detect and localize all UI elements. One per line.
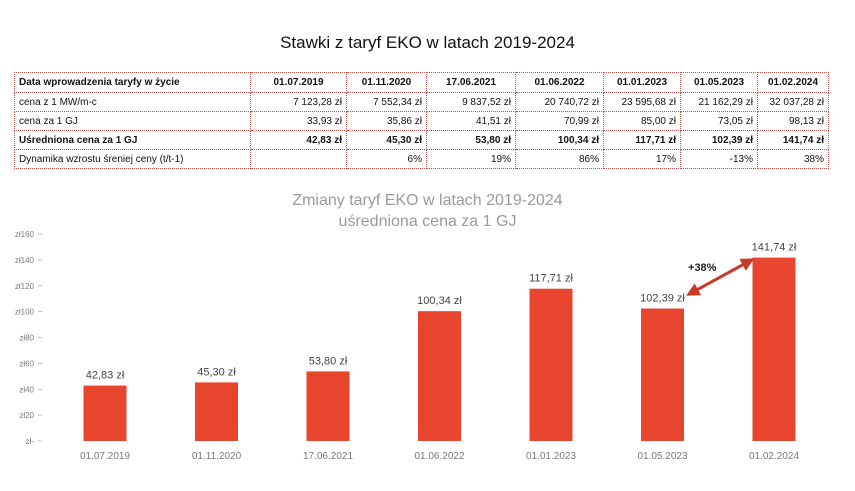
table-row: cena za 1 GJ 33,93 zł 35,86 zł 41,51 zł 70,9… [14, 111, 829, 131]
bar-data-label: 102,39 zł [640, 293, 685, 305]
table-cell: 86% [515, 149, 604, 169]
y-tick-label: zł20 [19, 411, 34, 420]
x-category-label: 01.05.2023 [637, 451, 687, 462]
bar [83, 385, 127, 441]
bar [306, 371, 350, 441]
table-title: Stawki z taryf EKO w latach 2019-2024 [280, 33, 575, 52]
y-tick-label: zł80 [19, 334, 34, 343]
table-row: cena z 1 MW/m-c 7 123,28 zł 7 552,34 zł 9 8… [14, 92, 829, 112]
table-cell: 19% [426, 149, 516, 169]
bar-data-label: 141,74 zł [752, 242, 797, 254]
bar-data-label: 53,80 zł [309, 355, 348, 367]
table-row: Dynamika wzrostu śreniej ceny (t/t-1) 6% 1… [14, 149, 829, 169]
y-tick-label: zł100 [15, 308, 35, 317]
bar [641, 308, 684, 441]
bar-data-label: 45,30 zł [197, 366, 236, 378]
chart-title-block: Zmiany taryf EKO w latach 2019-2024 uśre… [0, 190, 855, 232]
change-annotation-label: +38% [688, 262, 717, 274]
chart-title: Zmiany taryf EKO w latach 2019-2024 [292, 192, 563, 209]
y-tick-label: zł120 [15, 282, 35, 291]
bar [529, 288, 573, 441]
table-cell: -13% [680, 149, 758, 169]
x-category-label: 01.07.2019 [80, 451, 130, 462]
x-category-label: 01.06.2022 [414, 451, 464, 462]
bar-data-label: 100,34 zł [417, 295, 462, 307]
y-tick-label: zł140 [15, 256, 35, 265]
bar-data-label: 117,71 zł [529, 273, 573, 285]
bar [418, 311, 461, 441]
change-arrow [686, 258, 755, 296]
row-label-cell: Dynamika wzrostu śreniej ceny (t/t-1) [14, 149, 251, 169]
table-cell: 38% [757, 149, 829, 169]
x-category-label: 01.01.2023 [526, 451, 576, 462]
tariff-table: Data wprowadzenia taryfy w życie 01.07.20… [14, 72, 829, 169]
y-tick-label: zł160 [15, 230, 35, 239]
bar [752, 257, 796, 441]
table-row: Uśredniona cena za 1 GJ 42,83 zł 45,30 zł 5… [14, 130, 829, 150]
x-category-label: 01.11.2020 [192, 451, 242, 462]
bar [195, 382, 238, 441]
chart-subtitle: uśredniona cena za 1 GJ [338, 213, 517, 230]
x-category-label: 17.06.2021 [303, 451, 353, 462]
y-tick-label: zł- [26, 437, 35, 446]
y-tick-label: zł40 [19, 385, 34, 394]
table-cell: 17% [603, 149, 681, 169]
x-category-label: 01.02.2024 [749, 451, 799, 462]
bar-data-label: 42,83 zł [86, 370, 125, 382]
y-tick-label: zł60 [19, 359, 34, 368]
